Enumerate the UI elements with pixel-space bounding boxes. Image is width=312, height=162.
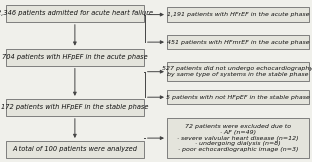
Text: 72 patients were excluded due to
· AF (n=49)
· severe valvular heart disease (n=: 72 patients were excluded due to · AF (n…	[177, 124, 299, 152]
FancyBboxPatch shape	[167, 35, 309, 49]
FancyBboxPatch shape	[6, 5, 144, 22]
FancyBboxPatch shape	[6, 49, 144, 66]
Text: 704 patients with HFpEF in the acute phase: 704 patients with HFpEF in the acute pha…	[2, 54, 148, 60]
Text: A total of 100 patients were analyzed: A total of 100 patients were analyzed	[12, 146, 137, 152]
FancyBboxPatch shape	[6, 99, 144, 116]
FancyBboxPatch shape	[167, 118, 309, 158]
Text: 1,191 patients with HFrEF in the acute phase: 1,191 patients with HFrEF in the acute p…	[167, 12, 309, 17]
FancyBboxPatch shape	[167, 7, 309, 22]
Text: 451 patients with HFmrEF in the acute phase: 451 patients with HFmrEF in the acute ph…	[167, 40, 309, 45]
Text: 527 patients did not undergo echocardiography
by same type of systems in the sta: 527 patients did not undergo echocardiog…	[162, 66, 312, 77]
FancyBboxPatch shape	[167, 62, 309, 81]
Text: 172 patients with HFpEF in the stable phase: 172 patients with HFpEF in the stable ph…	[1, 104, 149, 110]
Text: 5 patients with not HFpEF in the stable phase: 5 patients with not HFpEF in the stable …	[166, 95, 310, 100]
Text: 2,346 patients admitted for acute heart failure: 2,346 patients admitted for acute heart …	[0, 10, 153, 16]
FancyBboxPatch shape	[6, 141, 144, 158]
FancyBboxPatch shape	[167, 90, 309, 104]
